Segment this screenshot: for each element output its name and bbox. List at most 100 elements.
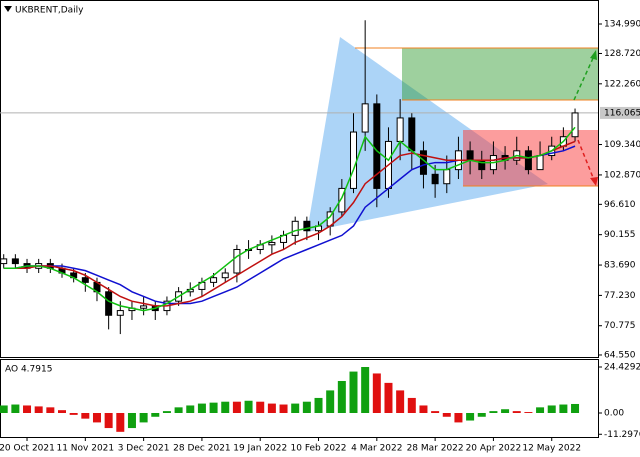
ao-bar xyxy=(314,397,323,413)
ao-bar xyxy=(11,404,20,413)
ao-bar xyxy=(559,404,568,413)
y-tick-label: 128.720 xyxy=(604,49,640,59)
ao-bar xyxy=(407,397,416,413)
ao-bar xyxy=(326,390,335,413)
ao-bar xyxy=(162,411,171,413)
candle-body xyxy=(408,117,416,152)
x-tick-label: 12 May 2022 xyxy=(522,444,581,454)
candle-body xyxy=(350,131,357,189)
x-tick-label: 11 Nov 2021 xyxy=(56,444,114,454)
x-tick-label: 4 Mar 2022 xyxy=(351,444,402,454)
ao-bar xyxy=(221,401,230,413)
target-zone xyxy=(402,48,598,100)
ao-bar xyxy=(0,405,8,413)
candle-body xyxy=(443,169,451,185)
y-tick-label: 83.690 xyxy=(604,261,636,271)
ao-bar xyxy=(524,412,533,413)
candle-body xyxy=(0,258,8,265)
candle-body xyxy=(571,112,579,138)
ao-bar xyxy=(197,403,206,413)
y-tick-label: 102.870 xyxy=(604,170,640,180)
main-frame xyxy=(0,0,599,358)
ao-bar xyxy=(396,390,405,413)
y-tick-label: 134.990 xyxy=(604,20,640,30)
candle-body xyxy=(140,305,148,309)
ao-bar xyxy=(571,403,580,413)
y-tick-label: 122.260 xyxy=(604,79,640,89)
x-tick-label: 3 Dec 2021 xyxy=(118,444,170,454)
candle-body xyxy=(536,155,544,171)
candle-body xyxy=(221,272,229,279)
ao-bar xyxy=(256,401,265,413)
y-tick-label: 0.00 xyxy=(604,408,624,418)
y-tick-label: 70.775 xyxy=(604,321,636,331)
moving-average xyxy=(3,126,576,312)
candle-body xyxy=(466,150,474,161)
y-tick-label: 109.340 xyxy=(604,140,640,150)
ao-bar xyxy=(209,402,218,413)
candle-body xyxy=(524,150,532,171)
ao-bar xyxy=(186,405,195,413)
y-tick-label: 64.550 xyxy=(604,350,636,360)
candle-body xyxy=(116,310,124,316)
down-arrowhead xyxy=(590,177,598,186)
ao-bar xyxy=(23,405,32,413)
ao-bar xyxy=(536,407,545,413)
last-price-label: 116.065 xyxy=(604,108,640,118)
indicator-title: AO 4.7915 xyxy=(5,365,52,375)
ao-bar xyxy=(151,412,160,417)
candle-body xyxy=(81,277,89,283)
ao-bar xyxy=(361,367,370,413)
ao-bar xyxy=(58,410,66,413)
x-tick-label: 28 Mar 2022 xyxy=(407,444,464,454)
ao-bar xyxy=(267,403,276,413)
ao-bar xyxy=(46,407,55,413)
candle-body xyxy=(268,241,276,246)
x-tick-label: 20 Apr 2022 xyxy=(466,444,522,454)
moving-average xyxy=(3,140,576,307)
ao-bar xyxy=(337,380,346,413)
candle-body xyxy=(361,103,369,133)
up-arrow xyxy=(573,55,595,101)
y-tick-label: 24.4292 xyxy=(604,363,640,373)
ao-bar xyxy=(466,412,475,421)
ao-bar xyxy=(81,412,90,419)
ao-bar xyxy=(174,407,183,413)
candle-body xyxy=(233,248,241,274)
y-tick-label: 77.230 xyxy=(604,291,636,301)
candle-body xyxy=(338,187,346,213)
ao-bar xyxy=(547,405,556,413)
ao-bar xyxy=(104,412,113,429)
ao-bar xyxy=(279,404,288,413)
ao-bar xyxy=(349,371,358,413)
menu-arrow[interactable] xyxy=(4,6,12,12)
ao-bar xyxy=(454,412,463,423)
ao-bar xyxy=(302,401,311,413)
y-tick-label: 90.155 xyxy=(604,230,636,240)
ao-bar xyxy=(244,400,253,413)
ao-bar xyxy=(489,411,498,413)
y-tick-label: 96.610 xyxy=(604,200,636,210)
ao-frame xyxy=(0,359,599,438)
ao-bar xyxy=(92,412,101,423)
x-tick-label: 20 Oct 2021 xyxy=(0,444,55,454)
ao-bar xyxy=(372,373,381,413)
ao-bar xyxy=(477,412,486,417)
ao-bar xyxy=(442,412,451,417)
ao-bar xyxy=(34,406,43,413)
ao-bar xyxy=(232,401,241,413)
ao-bar xyxy=(501,409,510,413)
ao-bar xyxy=(512,411,521,413)
candle-body xyxy=(396,117,404,142)
ao-bar xyxy=(139,412,148,423)
x-tick-label: 28 Dec 2021 xyxy=(173,444,231,454)
up-arrowhead xyxy=(590,50,597,60)
y-tick-label: -11.2976 xyxy=(604,430,640,440)
down-arrow xyxy=(577,139,595,181)
x-tick-label: 19 Jan 2022 xyxy=(233,444,287,454)
ao-bar xyxy=(291,403,300,413)
x-tick-label: 10 Feb 2022 xyxy=(291,444,347,454)
ao-bar xyxy=(69,412,78,415)
candle-body xyxy=(210,277,218,283)
